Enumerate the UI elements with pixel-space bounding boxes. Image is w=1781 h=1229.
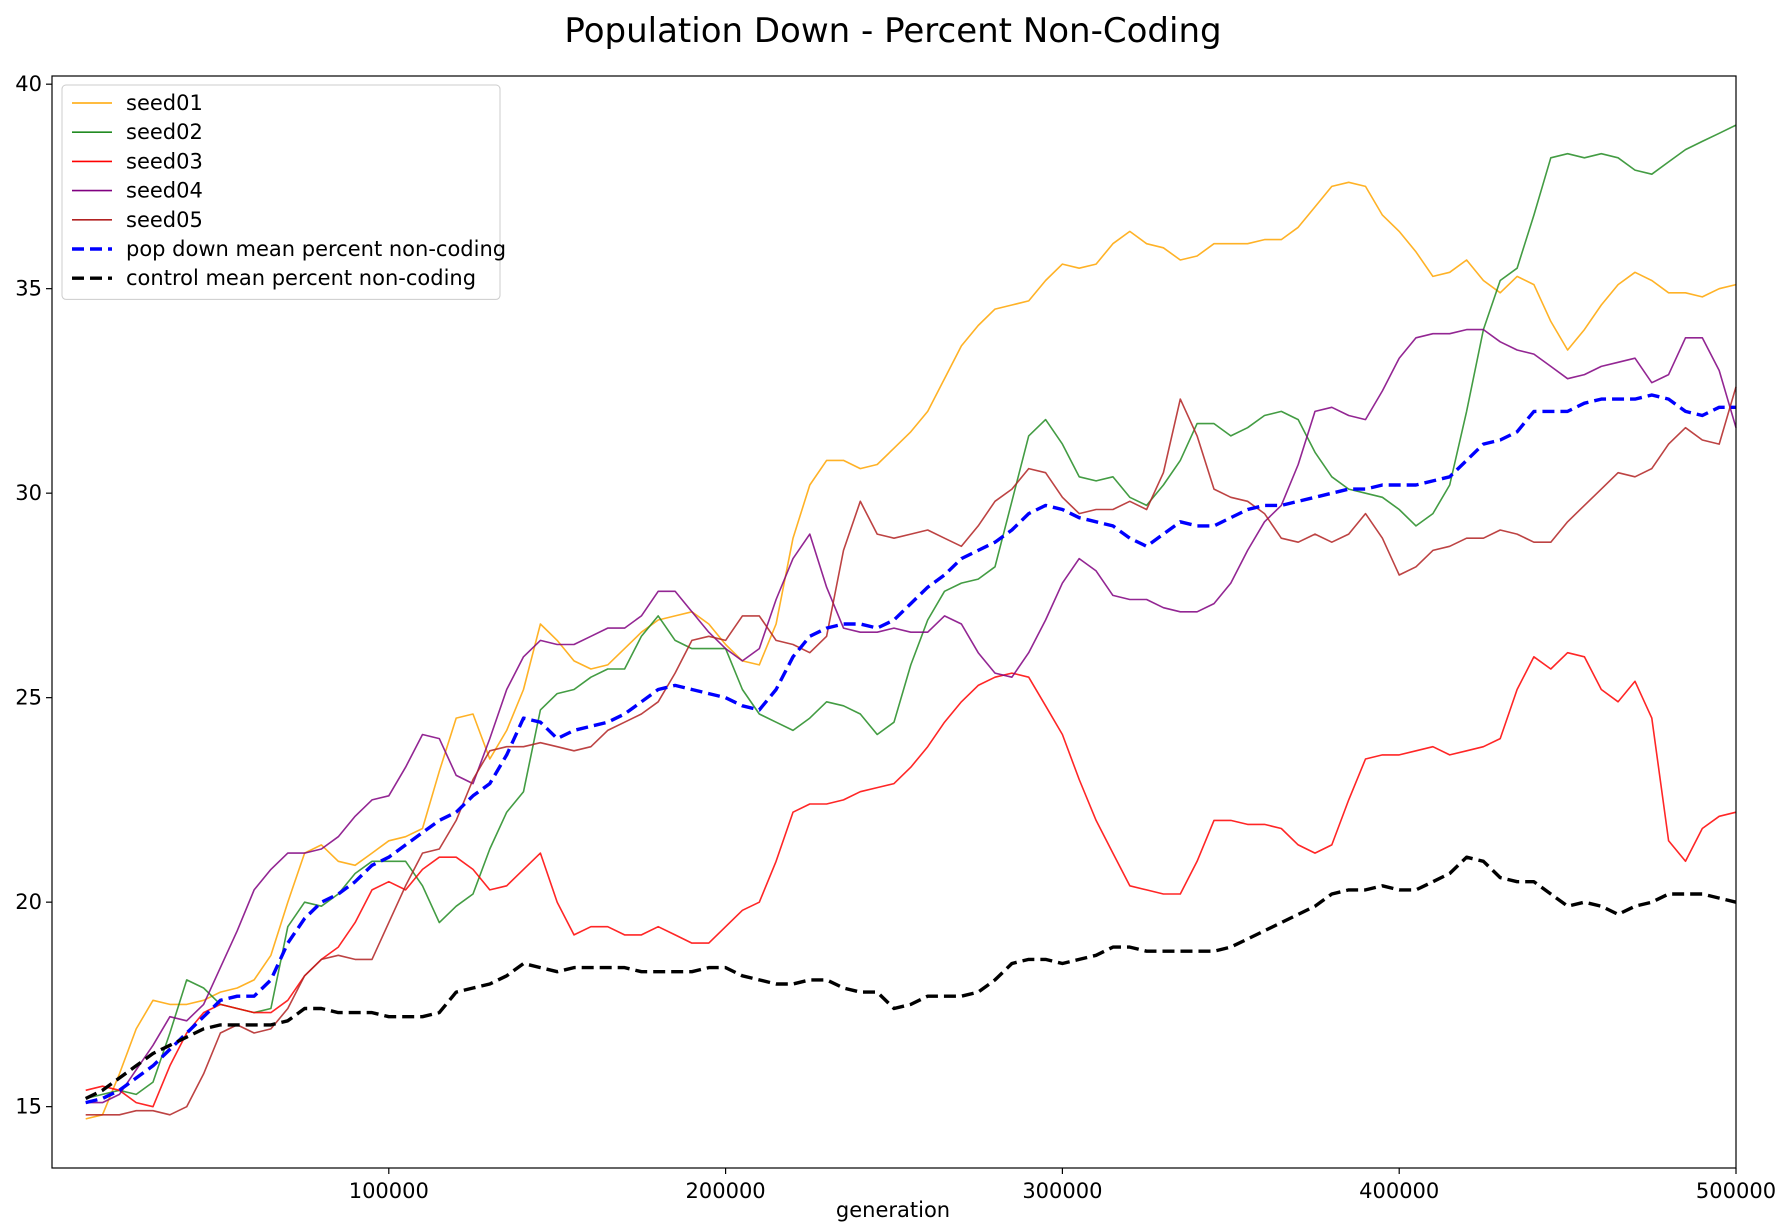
x-axis: 100000 200000 300000 400000 500000 [349,1168,1776,1203]
x-tick-label: 300000 [1022,1179,1102,1203]
legend-label-seed01: seed01 [126,91,203,115]
y-tick-label: 40 [15,72,42,96]
x-tick-label: 400000 [1359,1179,1439,1203]
legend-label-seed03: seed03 [126,149,203,173]
series-line-seed03 [85,651,1737,1108]
legend-label-seed05: seed05 [126,208,203,232]
x-tick-label: 500000 [1696,1179,1776,1203]
legend-label-control-mean-percent-non-coding: control mean percent non-coding [126,266,476,290]
series-line-seed01 [85,181,1737,1120]
series-line-seed02 [85,124,1737,1100]
y-tick-label: 25 [15,686,42,710]
y-axis: 15 20 25 30 35 40 [15,72,52,1119]
x-axis-label: generation [836,1198,950,1222]
x-tick-label: 100000 [349,1179,429,1203]
x-tick-label: 200000 [686,1179,766,1203]
y-tick-label: 35 [15,277,42,301]
legend-label-seed02: seed02 [126,120,203,144]
plot-area-frame [51,75,1737,1169]
legend-label-pop-down-mean-percent-non-coding: pop down mean percent non-coding [126,237,506,261]
y-tick-label: 30 [15,481,42,505]
series-line-seed05 [85,386,1737,1116]
series-line-pop-down-mean-percent-non-coding [85,393,1736,1105]
series-line-seed04 [85,328,1737,1104]
series-line-control-mean-percent-non-coding [84,855,1737,1101]
legend: seed01 seed02 seed03 seed04 seed05 pop down m… [61,84,506,300]
legend-label-seed04: seed04 [126,179,203,203]
plot-lines [84,124,1737,1120]
chart-title: Population Down - Percent Non-Coding [564,11,1221,51]
legend-box [61,84,501,300]
y-tick-label: 15 [15,1095,42,1119]
y-tick-label: 20 [15,890,42,914]
